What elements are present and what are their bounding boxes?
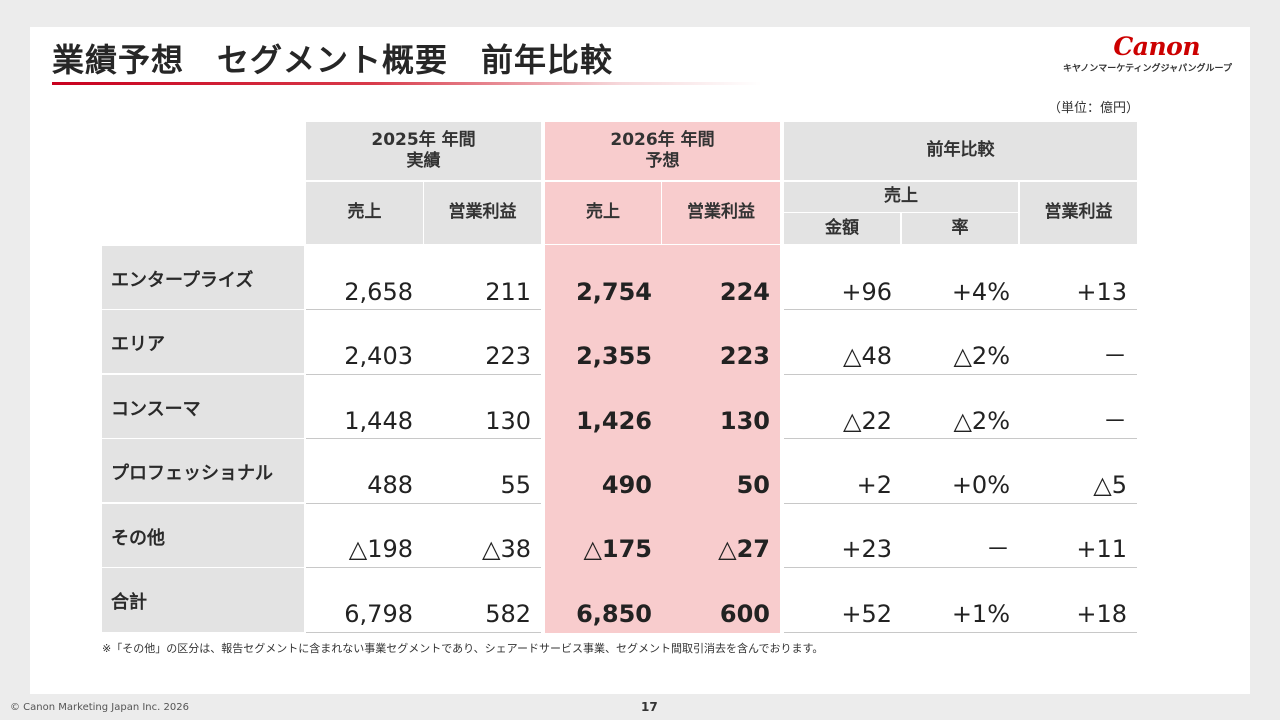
cell-2026-op: 600 — [719, 600, 770, 628]
row-label-enterprise: エンタープライズ — [102, 246, 304, 309]
cell-diff-op: +11 — [1076, 535, 1127, 563]
cell-diff-rate: － — [986, 535, 1010, 563]
header-yoy-op-profit: 営業利益 — [1020, 182, 1137, 244]
cell-2026-op: 50 — [736, 471, 770, 499]
cell-2026-op: 223 — [719, 342, 770, 370]
page-title: 業績予想 セグメント概要 前年比較 — [52, 41, 614, 79]
row-divider — [306, 374, 541, 375]
cell-2025-sales: 6,798 — [344, 600, 413, 628]
logo-subtitle: キヤノンマーケティングジャパングループ — [1062, 64, 1232, 74]
cell-2025-sales: 488 — [367, 471, 413, 499]
row-divider — [306, 567, 541, 568]
row-label-area: エリア — [102, 310, 304, 373]
cell-2026-op: △27 — [718, 535, 770, 563]
cell-diff-op: － — [1103, 407, 1127, 435]
cell-diff-rate: △2% — [953, 342, 1010, 370]
header-2025-op-profit: 営業利益 — [424, 182, 541, 244]
cell-diff-op: △5 — [1093, 471, 1127, 499]
cell-2025-sales: △198 — [348, 535, 413, 563]
unit-label: （単位：億円） — [1048, 101, 1140, 116]
cell-2026-sales: 1,426 — [576, 407, 652, 435]
footnote: ※「その他」の区分は、報告セグメントに含まれない事業セグメントであり、シェアード… — [102, 642, 824, 655]
cell-2025-op: 211 — [485, 278, 531, 306]
cell-diff-rate: △2% — [953, 407, 1010, 435]
page-number: 17 — [641, 700, 658, 714]
row-divider — [784, 438, 1137, 439]
row-divider — [306, 632, 541, 633]
row-label-professional: プロフェッショナル — [102, 439, 304, 502]
cell-2026-sales: 490 — [601, 471, 652, 499]
header-yoy-sales: 売上 — [784, 182, 1018, 212]
header-2025-actual: 2025年 年間 実績 — [306, 122, 541, 180]
cell-2026-sales: 2,355 — [576, 342, 652, 370]
cell-2026-sales: △175 — [583, 535, 652, 563]
cell-2025-op: 582 — [485, 600, 531, 628]
header-2026-forecast: 2026年 年間 予想 — [545, 122, 780, 180]
title-underline — [52, 82, 762, 85]
cell-diff-amount: +96 — [841, 278, 892, 306]
cell-diff-rate: +4% — [951, 278, 1010, 306]
cell-2026-sales: 2,754 — [576, 278, 652, 306]
row-divider — [784, 632, 1137, 633]
row-divider — [784, 503, 1137, 504]
cell-diff-amount: +52 — [841, 600, 892, 628]
cell-2025-sales: 2,658 — [344, 278, 413, 306]
cell-diff-amount: △22 — [843, 407, 892, 435]
header-2025-sales: 売上 — [306, 182, 423, 244]
row-label-consumer: コンスーマ — [102, 375, 304, 438]
header-yoy-amount: 金額 — [784, 213, 900, 244]
header-yoy: 前年比較 — [784, 122, 1137, 180]
row-label-total: 合計 — [102, 568, 304, 632]
cell-2025-op: 130 — [485, 407, 531, 435]
cell-diff-amount: +2 — [856, 471, 892, 499]
row-divider — [306, 309, 541, 310]
row-divider — [306, 438, 541, 439]
header-2026-op-profit: 営業利益 — [662, 182, 780, 244]
header-2026-sales: 売上 — [545, 182, 661, 244]
cell-2025-op: △38 — [482, 535, 531, 563]
cell-2026-op: 130 — [719, 407, 770, 435]
cell-2025-op: 223 — [485, 342, 531, 370]
cell-2025-sales: 2,403 — [344, 342, 413, 370]
cell-diff-amount: △48 — [843, 342, 892, 370]
header-yoy-rate: 率 — [902, 213, 1018, 244]
row-divider — [784, 309, 1137, 310]
cell-2026-sales: 6,850 — [576, 600, 652, 628]
cell-diff-rate: +0% — [951, 471, 1010, 499]
cell-diff-op: +13 — [1076, 278, 1127, 306]
row-label-other: その他 — [102, 504, 304, 567]
cell-2026-op: 224 — [719, 278, 770, 306]
row-divider — [306, 503, 541, 504]
forecast-column-highlight — [545, 245, 780, 633]
copyright: © Canon Marketing Japan Inc. 2026 — [10, 702, 189, 713]
cell-diff-amount: +23 — [841, 535, 892, 563]
cell-diff-rate: +1% — [951, 600, 1010, 628]
row-divider — [784, 374, 1137, 375]
cell-2025-op: 55 — [500, 471, 531, 499]
cell-2025-sales: 1,448 — [344, 407, 413, 435]
cell-diff-op: +18 — [1076, 600, 1127, 628]
cell-diff-op: － — [1103, 342, 1127, 370]
row-divider — [784, 567, 1137, 568]
canon-logo: Canon — [1113, 32, 1200, 61]
